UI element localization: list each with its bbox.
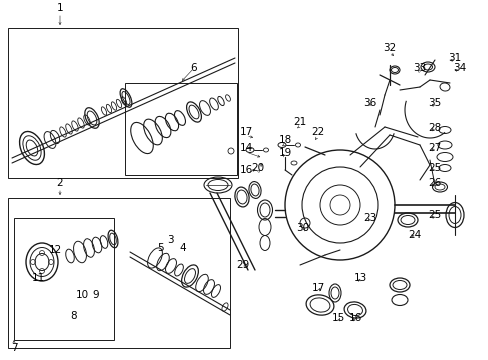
Text: 1: 1 bbox=[57, 3, 63, 13]
Text: 18: 18 bbox=[278, 135, 291, 145]
Text: 17: 17 bbox=[239, 127, 252, 137]
Text: 24: 24 bbox=[407, 230, 421, 240]
Text: 25: 25 bbox=[427, 210, 441, 220]
Text: 29: 29 bbox=[236, 260, 249, 270]
Text: 13: 13 bbox=[353, 273, 366, 283]
Text: 34: 34 bbox=[452, 63, 466, 73]
Text: 30: 30 bbox=[296, 223, 309, 233]
Text: 35: 35 bbox=[427, 98, 441, 108]
Text: 16: 16 bbox=[347, 313, 361, 323]
Bar bbox=[8, 28, 238, 178]
Text: 31: 31 bbox=[447, 53, 461, 63]
Bar bbox=[8, 198, 229, 348]
Text: 27: 27 bbox=[427, 143, 441, 153]
Text: 2: 2 bbox=[57, 178, 63, 188]
Text: 10: 10 bbox=[75, 290, 88, 300]
Text: 19: 19 bbox=[278, 148, 291, 158]
Text: 32: 32 bbox=[383, 43, 396, 53]
Text: 12: 12 bbox=[48, 245, 61, 255]
Text: 25: 25 bbox=[427, 163, 441, 173]
Text: 17: 17 bbox=[311, 283, 324, 293]
Text: 8: 8 bbox=[71, 311, 77, 321]
Text: 22: 22 bbox=[311, 127, 324, 137]
Text: 15: 15 bbox=[331, 313, 344, 323]
Bar bbox=[125, 83, 237, 175]
Text: 26: 26 bbox=[427, 178, 441, 188]
Text: 14: 14 bbox=[239, 143, 252, 153]
Text: 36: 36 bbox=[363, 98, 376, 108]
Text: 3: 3 bbox=[166, 235, 173, 245]
Text: 6: 6 bbox=[190, 63, 197, 73]
Text: 11: 11 bbox=[31, 273, 44, 283]
Text: 20: 20 bbox=[251, 163, 264, 173]
Text: 4: 4 bbox=[179, 243, 186, 253]
Text: 33: 33 bbox=[412, 63, 426, 73]
Text: 16: 16 bbox=[239, 165, 252, 175]
Text: 21: 21 bbox=[293, 117, 306, 127]
Text: 23: 23 bbox=[363, 213, 376, 223]
Text: 9: 9 bbox=[93, 290, 99, 300]
Text: 28: 28 bbox=[427, 123, 441, 133]
Text: 7: 7 bbox=[11, 343, 17, 353]
Bar bbox=[14, 218, 114, 340]
Text: 5: 5 bbox=[156, 243, 163, 253]
